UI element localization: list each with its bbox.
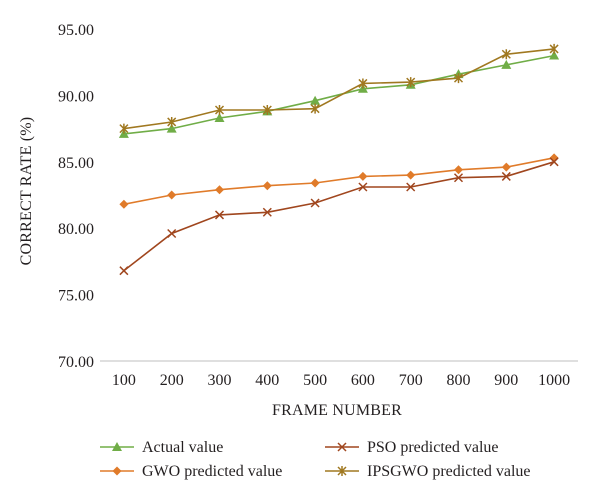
data-point [167, 116, 177, 127]
series-line [123, 48, 555, 130]
y-tick-label: 75.00 [58, 288, 94, 305]
x-tick-label: 300 [208, 372, 232, 389]
data-point [358, 171, 368, 181]
data-point [215, 185, 224, 195]
x-axis-ticks: 100 200 300 400 500 600 700 800 900 1000 [112, 372, 570, 389]
data-point [166, 123, 177, 133]
data-point [501, 162, 511, 172]
legend-label: GWO predicted value [142, 463, 282, 480]
x-tick-label: 900 [494, 372, 518, 389]
series-pso-predicted-value [119, 157, 559, 276]
legend-label: Actual value [142, 439, 223, 456]
legend-marker [337, 442, 347, 452]
x-tick-label: 800 [447, 372, 471, 389]
data-point [358, 78, 368, 89]
data-point [119, 123, 129, 134]
data-point [406, 170, 416, 180]
data-point [453, 73, 464, 84]
y-tick-label: 95.00 [58, 22, 94, 39]
data-point [406, 77, 416, 88]
legend-item: Actual value [100, 439, 223, 456]
series-line [123, 54, 555, 135]
x-tick-label: 500 [303, 372, 327, 389]
y-axis-ticks: 70.00 75.00 80.00 85.00 90.00 95.00 [58, 22, 94, 371]
data-point [501, 59, 512, 69]
y-tick-label: 70.00 [58, 354, 94, 371]
legend-marker [112, 466, 122, 476]
x-tick-label: 700 [399, 372, 423, 389]
legend: Actual value PSO predicted value GWO predi… [100, 439, 531, 480]
legend-marker [112, 442, 122, 451]
series-line [123, 157, 555, 206]
data-point [549, 50, 560, 60]
y-tick-label: 80.00 [58, 221, 94, 238]
series-actual-value [118, 50, 560, 138]
legend-marker [337, 466, 347, 476]
data-point [310, 178, 320, 188]
data-point [262, 207, 272, 217]
data-point [549, 43, 559, 54]
data-point [262, 181, 272, 191]
x-tick-label: 1000 [538, 372, 570, 389]
data-point [310, 103, 320, 114]
data-point [214, 105, 225, 116]
y-tick-label: 85.00 [58, 155, 94, 172]
x-tick-label: 600 [351, 372, 375, 389]
legend-label: PSO predicted value [367, 439, 499, 456]
data-point [310, 95, 321, 105]
data-point [453, 173, 464, 183]
data-point [119, 266, 129, 276]
data-point [501, 171, 511, 181]
series-layer [118, 43, 560, 276]
data-point [262, 105, 272, 116]
data-point [167, 228, 177, 239]
data-point [501, 49, 511, 60]
x-tick-label: 100 [112, 372, 136, 389]
y-tick-label: 90.00 [58, 88, 94, 105]
data-point [454, 165, 463, 175]
y-axis-title: CORRECT RATE (%) [18, 117, 35, 266]
legend-item: GWO predicted value [100, 463, 282, 480]
data-point [406, 182, 416, 192]
data-point [214, 210, 225, 220]
x-axis-title: FRAME NUMBER [272, 402, 402, 419]
legend-item: PSO predicted value [325, 439, 499, 456]
data-point [358, 182, 368, 192]
series-ipsgwo-predicted-value [119, 43, 559, 134]
data-point [549, 157, 559, 167]
data-point [310, 198, 320, 208]
series-gwo-predicted-value [119, 153, 559, 209]
data-point [214, 112, 225, 122]
legend-item: IPSGWO predicted value [325, 463, 531, 480]
x-tick-label: 200 [160, 372, 184, 389]
series-line [123, 161, 555, 272]
x-tick-label: 400 [255, 372, 279, 389]
data-point [167, 190, 177, 200]
data-point [119, 199, 129, 209]
legend-label: IPSGWO predicted value [367, 463, 531, 480]
